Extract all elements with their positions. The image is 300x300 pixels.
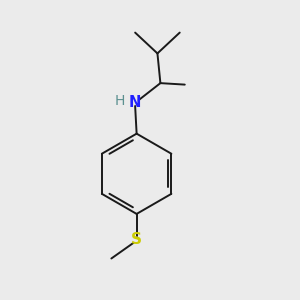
Text: H: H bbox=[115, 94, 125, 108]
Text: S: S bbox=[131, 232, 142, 247]
Text: N: N bbox=[129, 95, 141, 110]
